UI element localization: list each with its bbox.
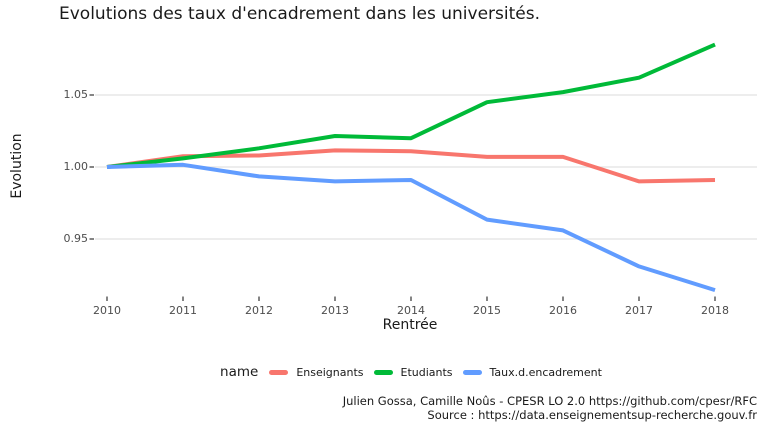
x-tick-label-2018: 2018 — [701, 304, 729, 317]
x-axis-title: Rentrée — [382, 317, 438, 333]
legend-swatch-enseignants-icon — [269, 369, 289, 375]
legend-label-taux-encadrement: Taux.d.encadrement — [489, 365, 602, 379]
x-tick-label-2010: 2010 — [93, 304, 121, 317]
x-tick-label-2013: 2013 — [321, 304, 349, 317]
x-tick-label-2011: 2011 — [169, 304, 197, 317]
caption-source: Source : https://data.enseignementsup-re… — [427, 407, 757, 422]
x-tick-label-2014: 2014 — [397, 304, 425, 317]
legend-label-enseignants: Enseignants — [296, 365, 364, 379]
chart-title: Evolutions des taux d'encadrement dans l… — [59, 4, 540, 24]
x-tick-label-2012: 2012 — [245, 304, 273, 317]
y-tick-label-1.00: 1.00 — [63, 160, 89, 173]
series-line-etudiants — [106, 42, 716, 169]
y-tick-label-1.05: 1.05 — [63, 88, 89, 101]
x-tick-label-2016: 2016 — [549, 304, 577, 317]
legend-swatch-etudiants-icon — [373, 369, 393, 375]
x-tick-label-2017: 2017 — [625, 304, 653, 317]
legend-swatch-taux-encadrement-icon — [462, 369, 482, 375]
legend-item-enseignants: Enseignants — [269, 365, 364, 379]
caption: Julien Gossa, Camille Noûs - CPESR LO 2.… — [342, 394, 757, 422]
x-tick-label-2015: 2015 — [473, 304, 501, 317]
y-tick-label-0.95: 0.95 — [63, 232, 89, 245]
legend-label-etudiants: Etudiants — [400, 365, 453, 379]
legend-title: name — [220, 364, 259, 380]
series-line-taux-d-encadrement — [106, 162, 716, 293]
legend: name Enseignants Etudiants Taux.d.encadr… — [55, 361, 767, 383]
legend-item-taux-encadrement: Taux.d.encadrement — [462, 365, 602, 379]
legend-item-etudiants: Etudiants — [373, 365, 453, 379]
caption-authors: Julien Gossa, Camille Noûs - CPESR LO 2.… — [342, 394, 757, 408]
